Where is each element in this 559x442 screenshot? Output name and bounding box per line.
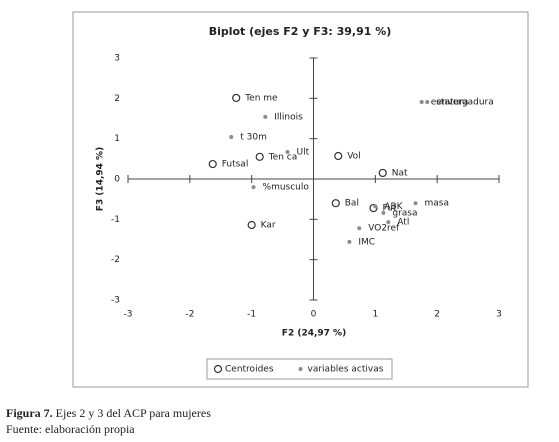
variable-point [381, 210, 386, 215]
centroid [331, 199, 340, 208]
point-label: t 30m [240, 133, 267, 143]
variable-point [357, 226, 362, 231]
x-tick-label: -1 [247, 310, 256, 320]
y-tick-label: 2 [114, 94, 120, 104]
variable-point [413, 201, 418, 206]
point-label: Atl [397, 218, 409, 228]
variable-point [386, 220, 391, 225]
centroid [213, 364, 223, 374]
point-label: Futsal [222, 160, 249, 170]
point-label: Ult [297, 147, 310, 157]
caption-text: Ejes 2 y 3 del ACP para mujeres [55, 406, 211, 420]
chart-title: Biplot (ejes F2 y F3: 39,91 %) [209, 25, 392, 38]
x-tick-label: 3 [496, 310, 502, 320]
variable-point [285, 149, 290, 154]
x-tick-label: -3 [124, 310, 133, 320]
variable-point [419, 99, 424, 104]
point-label: grasa [392, 208, 417, 218]
x-axis-label: F2 (24,97 %) [282, 329, 346, 339]
variable-point [251, 185, 256, 190]
point-label: Illinois [274, 112, 303, 122]
y-tick-label: -2 [111, 255, 120, 265]
point-label: VO2ref [368, 224, 400, 234]
y-tick-label: 0 [114, 175, 120, 185]
point-label: Kar [261, 220, 276, 230]
caption: Figura 7. Ejes 2 y 3 del ACP para mujere… [6, 406, 211, 421]
point-label: envergadura [436, 97, 494, 107]
x-tick-label: 2 [434, 310, 440, 320]
figure-label: Figura 7. [6, 406, 53, 420]
variable-point [229, 135, 234, 140]
centroid [208, 159, 217, 169]
y-tick-label: -1 [111, 215, 120, 225]
x-tick-label: 1 [372, 310, 378, 320]
y-axis-label: F3 (14,94 %) [96, 147, 106, 211]
x-tick-label: 0 [311, 310, 317, 320]
point-label: ABK [384, 202, 403, 212]
point-label: %musculo [263, 183, 310, 193]
source: Fuente: elaboración propia [6, 422, 135, 436]
variable-point [347, 239, 352, 244]
chart-frame [72, 11, 529, 388]
point-label: Bal [345, 199, 359, 209]
legend-label: variables activas [308, 365, 384, 375]
point-label: Ten ca [268, 152, 298, 162]
point-label: estatura [431, 97, 469, 107]
legend-label: Centroides [225, 365, 274, 375]
variable-point [373, 204, 378, 209]
x-tick-label: -2 [185, 310, 194, 320]
centroid [334, 151, 343, 161]
point-label: masa [425, 199, 450, 209]
variable-point [425, 99, 430, 104]
centroid [247, 220, 256, 230]
variable-point [298, 367, 303, 371]
y-tick-label: 3 [114, 54, 120, 64]
point-label: IMC [358, 237, 375, 247]
y-tick-label: 1 [114, 134, 120, 144]
point-label: Vol [347, 152, 360, 162]
point-label: Fut [382, 204, 396, 214]
chart: Biplot (ejes F2 y F3: 39,91 %) F2 (24,97… [72, 11, 529, 388]
y-tick-label: -3 [111, 296, 120, 306]
variable-point [263, 114, 268, 119]
point-label: Nat [392, 168, 408, 178]
centroid [378, 168, 387, 178]
centroid [232, 93, 241, 103]
point-label: Ten me [244, 93, 278, 103]
centroid [255, 152, 264, 161]
